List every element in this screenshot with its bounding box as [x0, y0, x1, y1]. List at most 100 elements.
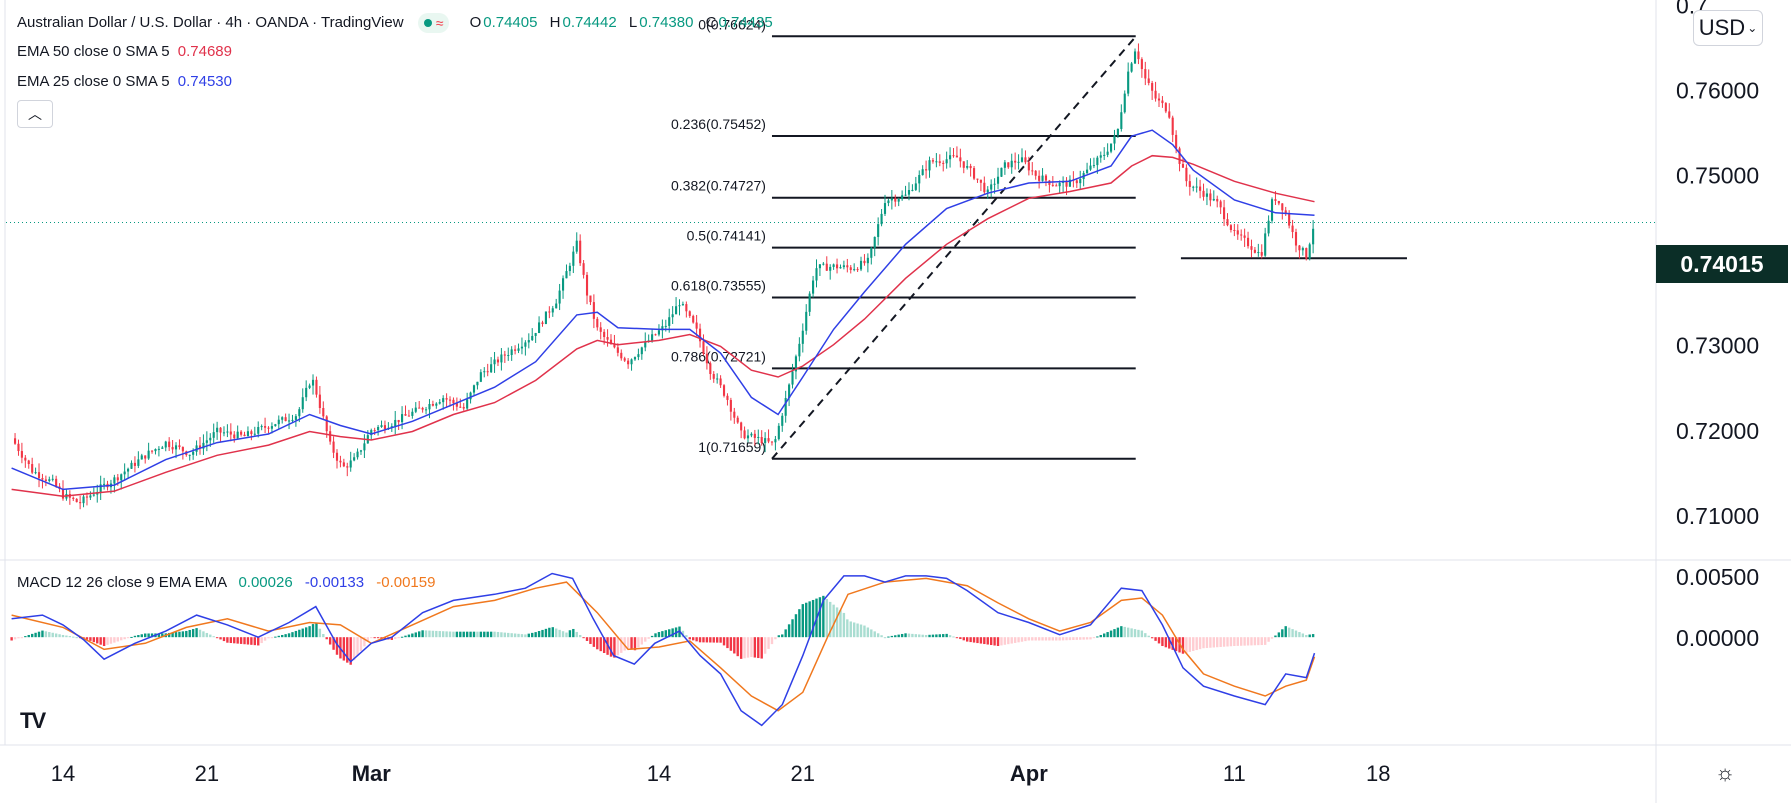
price-label-badge: 0.74015 — [1656, 245, 1788, 283]
candle-body — [897, 199, 900, 202]
macd-histogram-bar — [20, 637, 24, 639]
candle-body — [44, 479, 47, 481]
macd-histogram-bar — [1311, 634, 1315, 638]
candle-body — [353, 457, 356, 461]
candle-body — [907, 190, 911, 195]
candle-body — [1277, 200, 1280, 204]
candle-body — [438, 402, 441, 404]
ema50-line — [11, 154, 1315, 497]
candle-body — [51, 478, 54, 480]
candle-body — [1041, 175, 1044, 181]
candle-body — [363, 443, 366, 451]
ema25-legend[interactable]: EMA 25 close 0 SMA 5 0.74530 — [17, 73, 232, 91]
macd-histogram-bar — [757, 637, 760, 659]
candle-body — [613, 344, 616, 348]
collapse-legend-button[interactable]: ︿ — [17, 100, 53, 128]
candle-body — [99, 484, 102, 492]
macd-histogram-bar — [767, 637, 770, 649]
candle-body — [579, 240, 582, 264]
macd-histogram-bar — [452, 631, 455, 638]
macd-histogram-bar — [609, 637, 613, 657]
market-status-pill[interactable]: ≈ — [417, 13, 450, 33]
macd-histogram-bar — [534, 632, 537, 638]
macd-legend[interactable]: MACD 12 26 close 9 EMA EMA 0.00026 -0.00… — [17, 574, 435, 592]
macd-histogram-bar — [955, 637, 959, 639]
macd-label: MACD 12 26 close 9 EMA EMA — [17, 574, 227, 591]
macd-histogram-bar — [284, 634, 287, 638]
macd-histogram-bar — [661, 631, 664, 638]
macd-histogram-bar — [441, 631, 445, 638]
macd-histogram-bar — [92, 637, 96, 643]
macd-histogram-bar — [671, 628, 674, 638]
candle-body — [168, 441, 171, 448]
candle-body — [1130, 63, 1133, 72]
tradingview-logo[interactable]: TV — [20, 708, 46, 734]
candle-body — [1240, 234, 1243, 236]
candle-body — [609, 339, 613, 345]
macd-histogram-bar — [41, 630, 44, 638]
candle-body — [962, 161, 965, 168]
macd-histogram-bar — [911, 633, 914, 638]
candle-body — [894, 198, 897, 202]
macd-histogram-bar — [1147, 635, 1150, 638]
macd-histogram-bar — [1130, 628, 1133, 638]
candle-body — [1113, 135, 1116, 144]
candle-body — [1168, 111, 1171, 118]
candle-body — [1133, 51, 1137, 64]
macd-histogram-bar — [222, 637, 226, 642]
macd-histogram-bar — [709, 637, 712, 643]
symbol-title[interactable]: Australian Dollar / U.S. Dollar · 4h · O… — [17, 13, 404, 31]
macd-histogram-bar — [818, 597, 822, 638]
macd-histogram-bar — [1164, 637, 1168, 648]
macd-histogram-bar — [263, 637, 267, 641]
macd-histogram-bar — [1017, 637, 1020, 643]
macd-histogram-bar — [209, 634, 212, 638]
macd-histogram-bar — [914, 634, 918, 638]
candle-body — [1312, 228, 1315, 245]
candle-body — [1236, 230, 1239, 235]
macd-histogram-bar — [931, 634, 935, 638]
candle-body — [835, 264, 839, 269]
candle-body — [150, 450, 154, 452]
candle-body — [633, 357, 637, 360]
candle-body — [743, 430, 746, 439]
candle-body — [815, 268, 818, 281]
macd-histogram-bar — [921, 634, 924, 638]
ema50-legend[interactable]: EMA 50 close 0 SMA 5 0.74689 — [17, 43, 232, 61]
candle-body — [335, 452, 339, 461]
candle-body — [883, 203, 887, 214]
candle-body — [990, 184, 993, 190]
candle-body — [356, 451, 359, 458]
candle-body — [414, 407, 417, 412]
currency-button[interactable]: USD ⌄ — [1693, 10, 1763, 46]
macd-histogram-bar — [356, 637, 359, 656]
macd-histogram-bar — [1250, 637, 1253, 646]
candle-body — [490, 364, 493, 373]
macd-histogram-bar — [397, 637, 400, 639]
macd-histogram-bar — [616, 637, 620, 656]
macd-histogram-bar — [1055, 637, 1058, 641]
candle-body — [671, 314, 674, 318]
candle-body — [1000, 167, 1003, 177]
candle-body — [311, 379, 315, 386]
candle-body — [322, 407, 325, 417]
macd-histogram-bar — [517, 633, 520, 638]
price-tick-label: 0.73000 — [1676, 333, 1759, 359]
macd-histogram-bar — [37, 631, 41, 638]
macd-histogram-bar — [483, 631, 486, 638]
candle-body — [31, 464, 34, 473]
candle-body — [1229, 225, 1232, 230]
macd-histogram-bar — [986, 637, 989, 645]
macd-histogram-bar — [976, 637, 979, 644]
candle-body — [154, 449, 157, 452]
macd-histogram-bar — [770, 637, 774, 645]
candle-body — [92, 494, 95, 496]
candle-body — [1260, 252, 1263, 256]
candle-body — [1267, 220, 1270, 234]
macd-histogram-bar — [1229, 637, 1233, 647]
candle-body — [503, 354, 506, 356]
macd-histogram-bar — [1212, 637, 1215, 648]
sun-gear-icon[interactable]: ☼ — [1715, 760, 1736, 785]
